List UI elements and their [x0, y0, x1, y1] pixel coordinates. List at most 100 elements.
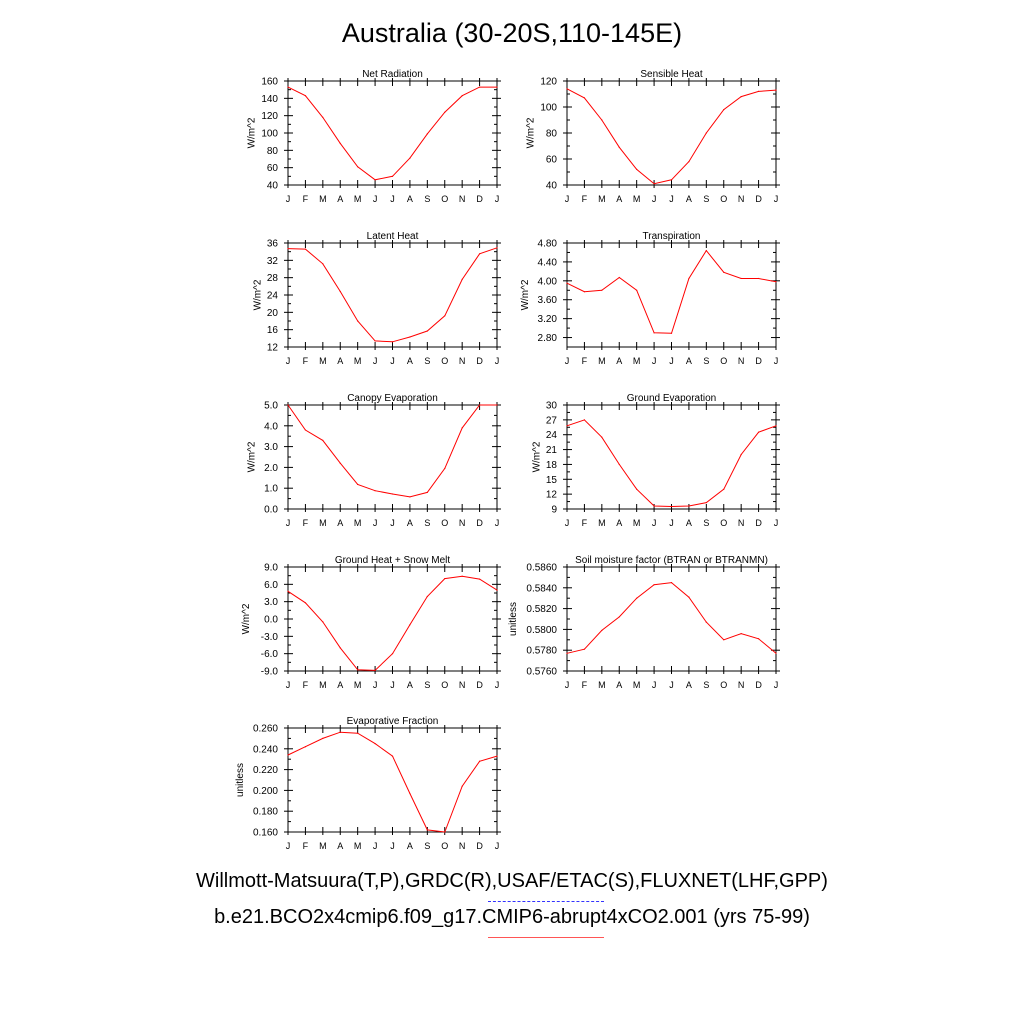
y-tick-label: 60 — [267, 163, 279, 174]
x-tick-label: D — [755, 194, 762, 204]
x-tick-label: O — [441, 680, 448, 690]
x-tick-label: S — [703, 518, 709, 528]
data-point — [444, 577, 446, 580]
y-tick-label: 120 — [540, 77, 557, 88]
x-tick-label: M — [633, 356, 641, 366]
data-point — [391, 493, 394, 495]
x-tick-label: N — [738, 194, 745, 204]
plot-frame — [287, 242, 498, 348]
x-tick-label: M — [319, 841, 327, 851]
data-point — [374, 743, 376, 745]
y-tick-label: 12 — [267, 343, 279, 354]
y-tick-label: 0.0 — [264, 615, 278, 626]
data-point — [740, 96, 742, 98]
x-tick-label: J — [565, 356, 570, 366]
data-point — [461, 575, 463, 577]
data-point — [670, 505, 673, 508]
y-tick-label: 3.0 — [264, 597, 278, 608]
y-tick-label: 4.40 — [538, 257, 558, 268]
y-tick-label: 160 — [261, 77, 278, 88]
x-tick-label: J — [373, 518, 378, 528]
data-point — [374, 179, 376, 181]
x-tick-label: O — [720, 356, 727, 366]
x-tick-label: M — [354, 680, 362, 690]
x-tick-label: F — [582, 194, 588, 204]
data-point — [757, 431, 760, 433]
panel-title: Transpiration — [643, 231, 701, 242]
y-axis-label: W/m^2 — [531, 441, 542, 472]
panel-title: Net Radiation — [362, 69, 423, 80]
data-point — [636, 168, 638, 170]
x-tick-label: N — [738, 356, 745, 366]
series-line-0 — [566, 582, 777, 654]
data-point — [636, 289, 638, 291]
x-tick-label: J — [390, 194, 395, 204]
x-tick-label: J — [565, 194, 570, 204]
x-tick-label: D — [476, 194, 483, 204]
x-tick-label: M — [598, 356, 606, 366]
x-tick-label: M — [633, 194, 641, 204]
data-point — [757, 638, 760, 640]
y-tick-label: 3.20 — [538, 314, 558, 325]
data-point — [357, 483, 359, 486]
x-tick-label: A — [407, 680, 413, 690]
y-tick-label: 0.220 — [253, 765, 278, 776]
y-tick-label: 24 — [546, 430, 558, 441]
y-tick-label: 120 — [261, 111, 278, 122]
x-tick-label: J — [373, 680, 378, 690]
data-point — [339, 142, 341, 144]
x-tick-label: A — [407, 356, 413, 366]
data-point — [740, 632, 742, 635]
data-point — [618, 463, 620, 466]
data-point — [775, 281, 777, 283]
x-tick-label: N — [459, 841, 466, 851]
x-tick-label: A — [616, 356, 622, 366]
data-point — [357, 320, 359, 322]
panel-title: Soil moisture factor (BTRAN or BTRANMN) — [575, 555, 768, 566]
plot-frame — [287, 80, 498, 186]
x-tick-label: D — [755, 680, 762, 690]
panel-title: Evaporative Fraction — [347, 716, 439, 727]
data-point — [757, 90, 760, 92]
y-tick-label: 9 — [551, 505, 557, 516]
y-axis-label: W/m^2 — [520, 279, 531, 310]
data-point — [601, 629, 603, 632]
x-tick-label: J — [373, 841, 378, 851]
x-tick-label: S — [424, 518, 430, 528]
x-tick-label: J — [669, 680, 674, 690]
data-point — [688, 505, 690, 507]
y-tick-label: 3.0 — [264, 442, 278, 453]
data-point — [723, 488, 725, 490]
data-point — [601, 119, 603, 121]
y-tick-label: 18 — [546, 460, 558, 471]
x-tick-label: J — [565, 518, 570, 528]
data-point — [339, 731, 341, 733]
y-tick-label: 1.0 — [264, 484, 278, 495]
x-tick-label: J — [286, 194, 291, 204]
y-tick-label: 100 — [540, 103, 557, 114]
x-tick-label: A — [337, 518, 343, 528]
data-point — [322, 621, 324, 623]
x-tick-label: O — [441, 518, 448, 528]
x-tick-label: J — [669, 518, 674, 528]
series-line-0 — [287, 247, 498, 343]
data-point — [287, 754, 289, 756]
data-point — [705, 621, 707, 623]
x-tick-label: A — [337, 356, 343, 366]
y-tick-label: 0.5760 — [526, 667, 557, 678]
x-tick-label: D — [476, 841, 483, 851]
x-tick-label: J — [286, 680, 291, 690]
x-tick-label: M — [319, 518, 327, 528]
x-tick-label: A — [337, 841, 343, 851]
data-point — [409, 792, 411, 795]
x-tick-label: M — [354, 356, 362, 366]
data-point — [304, 248, 307, 250]
data-point — [653, 332, 655, 334]
plot-frame — [566, 80, 777, 186]
data-point — [409, 336, 411, 338]
data-point — [391, 653, 394, 655]
